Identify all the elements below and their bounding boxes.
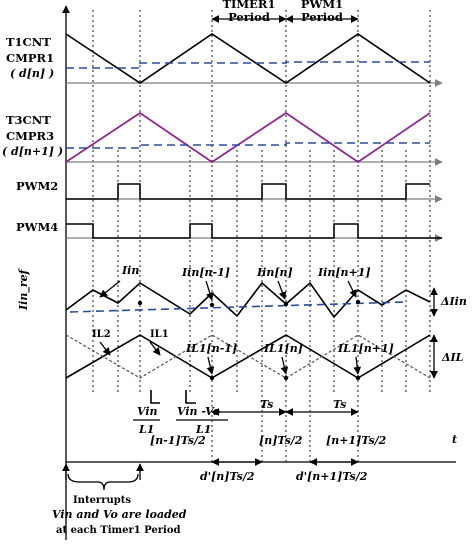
il2-wave xyxy=(65,334,431,379)
iin-panel: Iin_ref Iin Iin[n-1] Iin[n] Iin[n+1] ΔIi… xyxy=(17,264,467,319)
slope2-corner xyxy=(185,390,196,404)
t1cnt-panel: T1CNT CMPR1 ( d[n] ) xyxy=(6,33,443,87)
ts2-label: Ts xyxy=(333,398,346,411)
interrupts-line2: Vin and Vo are loaded xyxy=(52,508,187,521)
dprime-n-label: d'[n]Ts/2 xyxy=(200,470,255,483)
t-axis-label: t xyxy=(452,433,457,446)
cmpr1-label: CMPR1 xyxy=(6,51,54,65)
delta-il-label: ΔIL xyxy=(441,351,464,364)
iin-ref-label: Iin_ref xyxy=(17,267,31,311)
tick-n-label: [n]Ts/2 xyxy=(259,434,303,447)
iin-sample-points xyxy=(137,299,361,308)
pwm4-label: PWM4 xyxy=(16,220,58,234)
il2-label: IL2 xyxy=(92,329,111,340)
pwm2-wave xyxy=(66,183,430,200)
pwm4-wave xyxy=(66,223,442,239)
slope2-numerator: Vin -Vo xyxy=(177,405,220,418)
t1cnt-label: T1CNT xyxy=(6,35,51,49)
dn1-label: ( d[n+1] ) xyxy=(2,145,63,158)
cmpr3-label: CMPR3 xyxy=(6,129,54,143)
il1-np1-label: IL1[n+1] xyxy=(337,342,394,355)
delta-iin-label: ΔIin xyxy=(440,295,467,308)
pwm2-label: PWM2 xyxy=(16,179,58,193)
slope1-corner xyxy=(150,390,160,404)
il1-nm1-label: IL1[n-1] xyxy=(185,342,237,355)
iin-ref-line xyxy=(69,301,407,313)
iin-n-label: Iin[n] xyxy=(256,266,293,279)
tick-nm1-label: [n-1]Ts/2 xyxy=(150,434,206,447)
t-axis-group: t [n-1]Ts/2 [n]Ts/2 [n+1]Ts/2 d'[n]Ts/2 … xyxy=(66,433,457,483)
pwm1-period-label: PWM1 xyxy=(301,0,343,11)
period-markers: TIMER1 Period PWM1 Period xyxy=(211,0,359,24)
guide-lines xyxy=(92,10,431,462)
il-sample-points xyxy=(209,375,361,381)
pwm4-panel: PWM4 xyxy=(16,220,443,242)
dprime-np1-label: d'[n+1]Ts/2 xyxy=(296,470,368,483)
il-panel: IL2 IL1 IL1[n-1] IL1[n] IL1[n+1] ΔIL Vin… xyxy=(65,329,464,436)
timer1-period-sublabel: Period xyxy=(228,10,270,24)
il1-label: IL1 xyxy=(150,329,169,340)
cmpr3-level xyxy=(66,142,430,149)
ts-markers: Ts Ts xyxy=(211,398,359,416)
iin-nm1-label: Iin[n-1] xyxy=(181,266,230,279)
interrupts-annotation: Interrupts Vin and Vo are loaded at each… xyxy=(52,463,187,536)
slope1-denominator: L1 xyxy=(138,423,154,436)
il1-n-label: IL1[n] xyxy=(263,342,303,355)
dn-label: ( d[n] ) xyxy=(10,67,54,80)
t1cnt-wave xyxy=(65,33,431,84)
ts1-label: Ts xyxy=(260,398,273,411)
cmpr1-level xyxy=(66,61,430,69)
interrupts-brace xyxy=(67,473,139,491)
iin-np1-label: Iin[n+1] xyxy=(317,266,371,279)
pwm2-panel: PWM2 xyxy=(16,179,443,203)
t3cnt-panel: T3CNT CMPR3 ( d[n+1] ) xyxy=(2,111,443,166)
t3cnt-label: T3CNT xyxy=(6,113,51,127)
iin-wave xyxy=(65,281,431,319)
pwm1-period-sublabel: Period xyxy=(301,10,343,24)
interrupts-line3: at each Timer1 Period xyxy=(56,525,181,536)
iin-pointer xyxy=(99,280,121,298)
tick-np1-label: [n+1]Ts/2 xyxy=(326,434,387,447)
interrupts-line1: Interrupts xyxy=(73,495,131,506)
iin-label: Iin xyxy=(121,264,139,277)
timer1-period-label: TIMER1 xyxy=(223,0,276,11)
slope2-denominator: L1 xyxy=(195,423,211,436)
t3cnt-wave xyxy=(65,111,431,164)
slope1-numerator: Vin xyxy=(137,405,158,418)
